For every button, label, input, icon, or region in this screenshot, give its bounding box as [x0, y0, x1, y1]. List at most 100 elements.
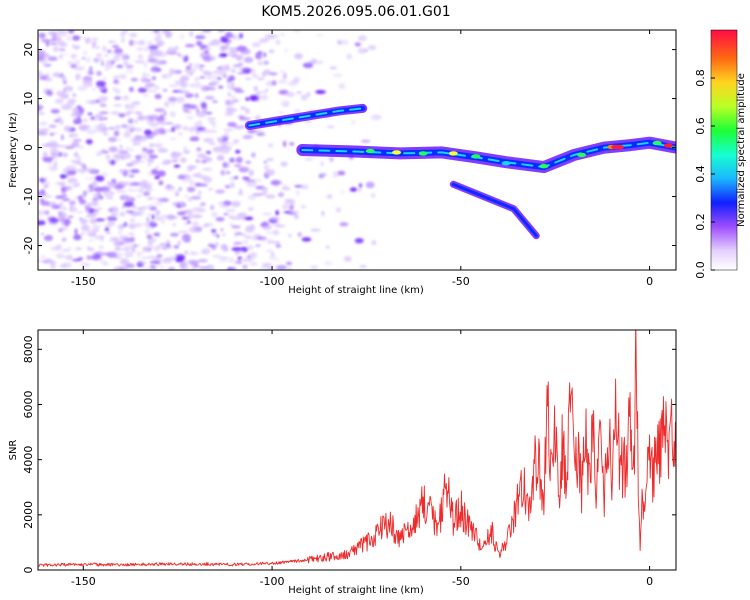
heatmap-noise-blob: [205, 150, 212, 155]
heatmap-noise-blob: [104, 68, 110, 72]
heatmap-noise-blob: [80, 231, 85, 236]
heatmap-noise-blob: [67, 254, 73, 261]
heatmap-noise-blob: [110, 60, 115, 65]
heatmap-noise-blob: [176, 254, 186, 260]
heatmap-noise-blob: [186, 167, 194, 172]
heatmap-noise-blob: [246, 255, 251, 258]
heatmap-noise-blob: [129, 39, 134, 46]
heatmap-noise-blob: [134, 111, 143, 115]
heatmap-noise-blob: [311, 58, 317, 64]
heatmap-noise-blob: [163, 30, 174, 37]
heatmap-noise-blob: [43, 210, 50, 215]
snr-frame: [37, 329, 677, 571]
heatmap-noise-blob: [257, 77, 265, 81]
heatmap-noise-blob: [227, 257, 235, 263]
heatmap-noise-blob: [51, 204, 61, 209]
heatmap-noise-blob: [67, 60, 73, 66]
heatmap-noise-blob: [187, 213, 194, 220]
heatmap-noise-blob: [241, 165, 247, 170]
heatmap-noise-blob: [167, 214, 175, 221]
heatmap-noise-blob: [98, 245, 104, 249]
heatmap-noise-blob: [146, 216, 150, 223]
heatmap-noise-blob: [236, 45, 247, 52]
heatmap-noise-blob: [50, 263, 56, 270]
heatmap-noise-blob: [51, 147, 58, 153]
heatmap-noise-blob: [220, 49, 227, 52]
heatmap-noise-blob: [230, 266, 237, 270]
heatmap-noise-blob: [113, 130, 120, 137]
heatmap-noise-blob: [134, 135, 143, 140]
heatmap-noise-blob: [206, 117, 217, 121]
heatmap-noise-blob: [172, 222, 177, 227]
heatmap-noise-blob: [134, 155, 143, 158]
heatmap-noise-blob: [324, 261, 333, 266]
heatmap-noise-blob: [41, 181, 51, 186]
heatmap-noise-blob: [108, 206, 119, 213]
heatmap-noise-blob: [251, 42, 261, 48]
heatmap-noise-blob: [152, 128, 162, 133]
heatmap-noise-blob: [138, 40, 146, 46]
heatmap-noise-blob: [242, 176, 251, 180]
heatmap-noise-blob: [205, 111, 213, 115]
heatmap-noise-blob: [246, 245, 254, 251]
heatmap-noise-blob: [112, 86, 117, 92]
heatmap-noise-blob: [205, 222, 214, 227]
heatmap-noise-blob: [55, 195, 64, 199]
heatmap-noise-blob: [227, 92, 231, 97]
heatmap-noise-blob: [140, 77, 149, 81]
heatmap-noise-blob: [38, 220, 46, 226]
heatmap-noise-blob: [198, 120, 203, 123]
heatmap-noise-blob: [151, 214, 155, 220]
snr-ytick-label: 4000: [22, 446, 35, 474]
heatmap-noise-blob: [83, 79, 94, 82]
heatmap-noise-blob: [234, 90, 245, 93]
heatmap-noise-blob: [129, 240, 134, 243]
heatmap-noise-blob: [220, 169, 225, 176]
heatmap-noise-blob: [142, 246, 152, 252]
heatmap-noise-blob: [192, 82, 202, 89]
heatmap-noise-blob: [214, 242, 219, 247]
heatmap-noise-blob: [113, 240, 125, 247]
heatmap-noise-blob: [265, 169, 276, 176]
heatmap-noise-blob: [204, 96, 215, 100]
heatmap-noise-blob: [99, 257, 104, 263]
heatmap-noise-blob: [261, 221, 269, 227]
heatmap-noise-blob: [223, 74, 227, 78]
heatmap-noise-blob: [195, 159, 199, 163]
heatmap-noise-blob: [233, 261, 241, 264]
heatmap-noise-blob: [70, 53, 77, 59]
heatmap-noise-blob: [371, 240, 377, 246]
heatmap-noise-blob: [357, 47, 367, 54]
heatmap-noise-blob: [244, 108, 251, 114]
heatmap-noise-blob: [47, 260, 55, 264]
heatmap-noise-blob: [233, 241, 243, 245]
heatmap-noise-blob: [132, 41, 141, 45]
heatmap-noise-blob: [168, 84, 180, 88]
heatmap-noise-blob: [61, 249, 71, 252]
heatmap-noise-blob: [45, 41, 50, 47]
heatmap-noise-blob: [157, 265, 166, 269]
heatmap-noise-blob: [134, 119, 138, 124]
heatmap-noise-blob: [160, 242, 168, 246]
heatmap-noise-blob: [284, 48, 288, 53]
heatmap-noise-blob: [276, 265, 287, 270]
heatmap-noise-blob: [244, 179, 256, 182]
heatmap-noise-blob: [77, 195, 84, 201]
heatmap-noise-blob: [135, 222, 142, 228]
heatmap-noise-blob: [249, 261, 258, 267]
heatmap-noise-blob: [46, 90, 54, 96]
heatmap-noise-blob: [243, 134, 254, 137]
heatmap-noise-blob: [93, 186, 104, 192]
heatmap-noise-blob: [207, 243, 215, 248]
heatmap-noise-blob: [217, 139, 223, 145]
heatmap-noise-blob: [50, 109, 60, 114]
heatmap-noise-blob: [106, 49, 112, 54]
heatmap-noise-blob: [170, 232, 179, 237]
heatmap-noise-blob: [70, 113, 79, 117]
heatmap-noise-blob: [77, 85, 88, 91]
heatmap-noise-blob: [72, 139, 82, 142]
heatmap-noise-blob: [263, 160, 268, 164]
heatmap-noise-blob: [144, 46, 149, 52]
heatmap-noise-blob: [183, 236, 192, 240]
heatmap-noise-blob: [290, 79, 300, 84]
